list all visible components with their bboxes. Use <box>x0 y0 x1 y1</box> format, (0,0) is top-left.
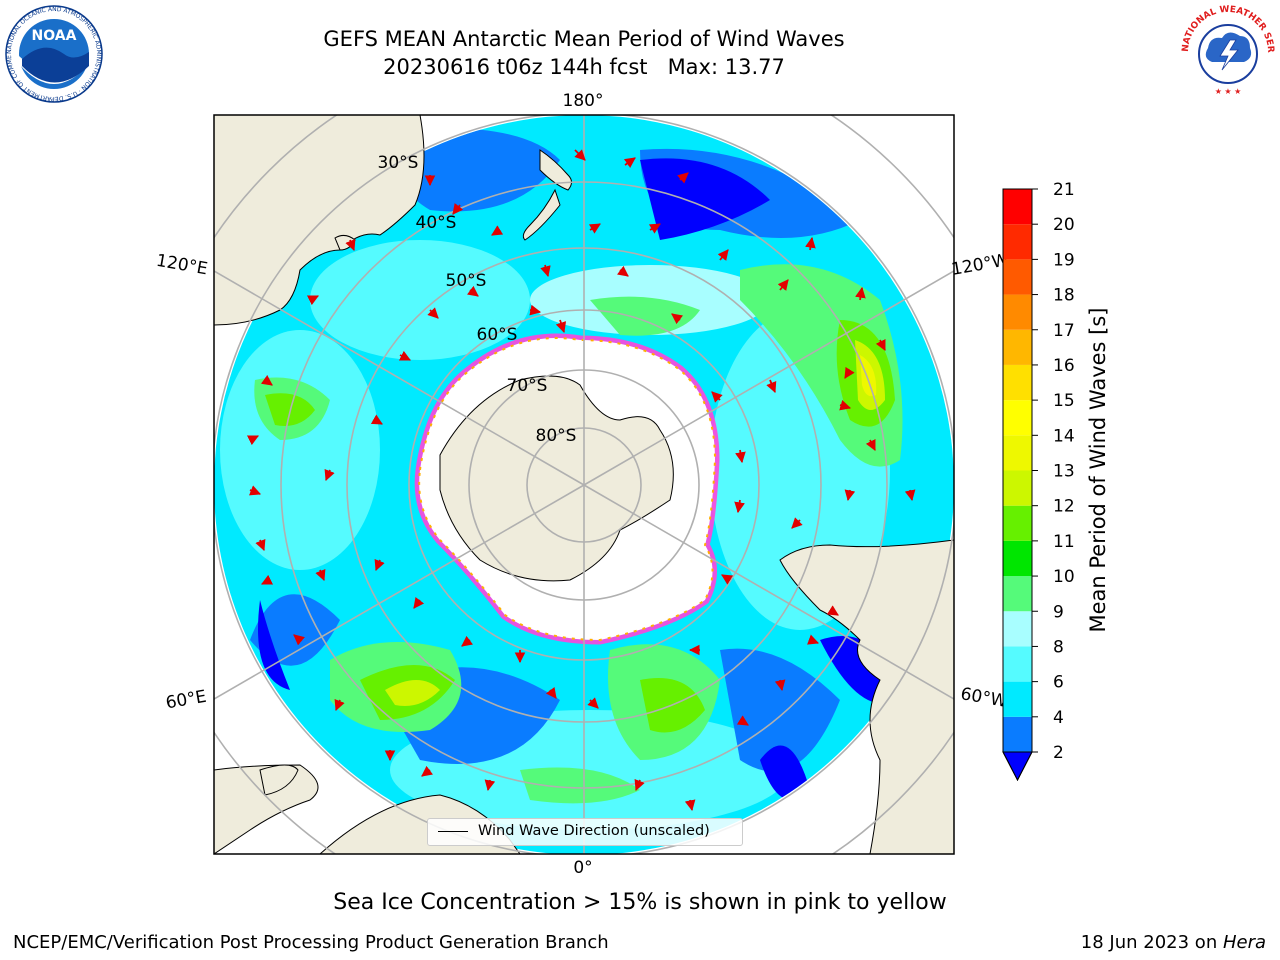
wind-wave-arrows <box>246 149 916 812</box>
colorbar-segment <box>1003 224 1032 260</box>
colorbar-segment <box>1003 611 1032 647</box>
lon-label-60e: 60°E <box>164 687 208 714</box>
colorbar-tick-label: 6 <box>1053 673 1064 693</box>
colorbar-segment <box>1003 646 1032 682</box>
lat-label-30s: 30°S <box>378 153 419 173</box>
lat-label-60s: 60°S <box>477 325 518 345</box>
colorbar-segment <box>1003 681 1032 717</box>
colorbar-tick-label: 19 <box>1053 250 1075 270</box>
colorbar-segment <box>1003 329 1032 365</box>
legend-line-sample <box>438 831 468 832</box>
footer-date: 18 Jun 2023 on Hera <box>1081 932 1266 953</box>
colorbar-tick-label: 20 <box>1053 215 1075 235</box>
colorbar-tick-label: 11 <box>1053 532 1075 552</box>
colorbar-segment <box>1003 540 1032 577</box>
lon-label-60w: 60°W <box>959 684 1009 712</box>
latitude-labels: 30°S 40°S 50°S 60°S 70°S 80°S <box>378 153 577 446</box>
noaa-logo: NATIONAL OCEANIC AND ATMOSPHERIC ADMINIS… <box>4 4 103 103</box>
colorbar-tick-label: 9 <box>1053 602 1064 622</box>
colorbar-tick-label: 2 <box>1053 743 1064 763</box>
map-frame <box>213 114 955 855</box>
plot-subtitle: 20230616 t06z 144h fcst Max: 13.77 <box>383 55 785 79</box>
colorbar-tick-label: 4 <box>1053 708 1064 728</box>
footer-host: Hera <box>1222 932 1266 953</box>
colorbar-tick-label: 13 <box>1053 462 1075 482</box>
footer-branch: NCEP/EMC/Verification Post Processing Pr… <box>13 932 609 953</box>
colorbar-segment <box>1003 505 1032 541</box>
colorbar-frame <box>1002 188 1033 782</box>
colorbar-tick-label: 17 <box>1053 321 1075 341</box>
caption: Sea Ice Concentration > 15% is shown in … <box>333 890 947 915</box>
lon-label-180: 180° <box>563 91 604 111</box>
lat-label-40s: 40°S <box>416 213 457 233</box>
colorbar-tick-label: 16 <box>1053 356 1075 376</box>
lat-label-70s: 70°S <box>507 376 548 396</box>
colorbar-under-extension <box>1002 751 1033 782</box>
colorbar-segment <box>1003 259 1032 295</box>
colorbar-tick-label: 18 <box>1053 286 1075 306</box>
plot-title: GEFS MEAN Antarctic Mean Period of Wind … <box>323 27 845 51</box>
nws-logo: NATIONAL WEATHER SERVICE ★ ★ ★ <box>1180 4 1275 98</box>
colorbar-segment <box>1003 294 1032 330</box>
graticule <box>214 115 954 854</box>
colorbar-tick-label: 10 <box>1053 567 1075 587</box>
lat-label-80s: 80°S <box>536 426 577 446</box>
lat-label-50s: 50°S <box>446 271 487 291</box>
lon-label-0: 0° <box>573 858 592 878</box>
colorbar-segment <box>1003 400 1032 436</box>
colorbar-segment <box>1003 716 1032 752</box>
colorbar-segment <box>1003 470 1032 506</box>
noaa-logo-text: NOAA <box>32 28 77 44</box>
footer-date-text: 18 Jun 2023 on <box>1080 932 1223 953</box>
colorbar-tick-label: 8 <box>1053 637 1064 657</box>
lon-label-120w: 120°W <box>950 250 1011 280</box>
lon-label-120e: 120°E <box>155 251 209 280</box>
colorbar-segment <box>1003 189 1032 225</box>
colorbar-segment <box>1003 435 1032 471</box>
colorbar-tick-label: 21 <box>1053 180 1075 200</box>
colorbar-segment <box>1003 364 1032 401</box>
svg-text:★ ★ ★: ★ ★ ★ <box>1215 87 1242 96</box>
colorbar: 2 4 6 8 9 10 11 12 13 14 15 16 17 18 19 20 21 <box>1002 180 1075 782</box>
colorbar-segment <box>1003 576 1032 612</box>
colorbar-label: Mean Period of Wind Waves [s] <box>1086 307 1110 633</box>
legend-label: Wind Wave Direction (unscaled) <box>478 823 710 839</box>
colorbar-tick-label: 12 <box>1053 497 1075 517</box>
colorbar-tick-label: 15 <box>1053 391 1075 411</box>
colorbar-tick-label: 14 <box>1053 426 1075 446</box>
legend: Wind Wave Direction (unscaled) <box>427 818 743 846</box>
